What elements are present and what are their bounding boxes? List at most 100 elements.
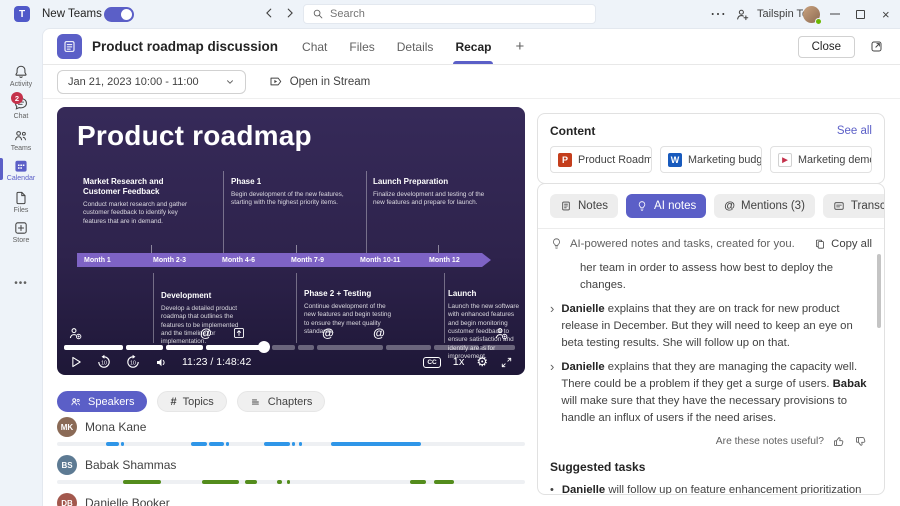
chevron-right-icon[interactable]: ›: [550, 300, 555, 316]
popout-icon[interactable]: [869, 39, 884, 54]
suggested-task-item[interactable]: • Danielle will follow up on feature enha…: [550, 476, 868, 494]
sidebar: Activity 2 Chat Teams Calendar Files Sto…: [0, 28, 42, 506]
speaker-change-marker-icon[interactable]: [68, 325, 84, 341]
tab-notes[interactable]: Notes: [550, 194, 619, 218]
store-plus-icon: [13, 220, 29, 236]
sidebar-item-activity[interactable]: Activity: [0, 64, 42, 94]
filter-topics[interactable]: # Topics: [157, 391, 227, 412]
close-button[interactable]: Close: [797, 35, 855, 58]
search-icon: [312, 8, 324, 20]
settings-gear-icon[interactable]: ⚙: [476, 354, 488, 369]
see-all-link[interactable]: See all: [836, 125, 872, 137]
speaker-name[interactable]: Danielle Booker: [85, 496, 170, 506]
slide-phase-development: Development Develop a detailed product r…: [161, 291, 239, 346]
copy-all-button[interactable]: Copy all: [814, 238, 872, 250]
slide-phase-launch-prep: Launch Preparation Finalize development …: [373, 177, 485, 207]
sidebar-item-store[interactable]: Store: [0, 220, 42, 250]
filter-speakers[interactable]: Speakers: [57, 391, 148, 412]
video-player[interactable]: Product roadmap Market Research and Cust…: [57, 107, 525, 375]
chat-icon: 2: [11, 92, 29, 112]
ai-note-item[interactable]: › Danielle explains that they are managin…: [550, 359, 868, 427]
thumbs-down-icon[interactable]: [855, 435, 868, 448]
content-card: Content See all P Product Roadmap... W M…: [537, 113, 885, 184]
close-window-button[interactable]: ×: [882, 6, 890, 22]
speaker-name[interactable]: Mona Kane: [85, 420, 147, 434]
chevron-right-icon[interactable]: ›: [550, 358, 555, 374]
svg-text:10: 10: [101, 360, 107, 366]
file-chip-word[interactable]: W Marketing budget...: [660, 146, 762, 173]
search-box[interactable]: [303, 4, 596, 24]
forward-10-icon[interactable]: 10: [125, 354, 141, 370]
share-marker-icon[interactable]: [231, 325, 247, 341]
back-button[interactable]: [262, 6, 276, 20]
avatar: MK: [57, 417, 77, 437]
recap-toolbar: Jan 21, 2023 10:00 - 11:00 Open in Strea…: [43, 65, 900, 99]
new-teams-toggle[interactable]: [104, 7, 134, 22]
rewind-10-icon[interactable]: 10: [96, 354, 112, 370]
ai-note-item[interactable]: her team in order to assess how best to …: [580, 262, 834, 291]
powerpoint-icon: P: [558, 152, 572, 167]
teams-logo-icon: T: [14, 6, 30, 22]
lightbulb-icon: [636, 200, 648, 212]
speaker-change-marker-icon[interactable]: [493, 325, 509, 341]
speaker-row: BS Babak Shammas: [57, 455, 525, 484]
scrollbar[interactable]: [877, 254, 881, 328]
tab-transcript[interactable]: Transcript: [822, 194, 884, 218]
meeting-header: Product roadmap discussion Chat Files De…: [43, 29, 900, 65]
sidebar-item-chat[interactable]: 2 Chat: [0, 92, 42, 126]
add-tab-button[interactable]: +: [515, 38, 525, 55]
tab-mentions[interactable]: @ Mentions (3): [714, 194, 815, 218]
playhead[interactable]: [257, 341, 270, 353]
suggested-tasks-list: • Danielle will follow up on feature enha…: [538, 476, 884, 494]
mention-marker-icon[interactable]: @: [322, 326, 334, 340]
tab-recap[interactable]: Recap: [453, 29, 494, 64]
volume-icon[interactable]: [154, 355, 169, 370]
lightbulb-outline-icon: [550, 237, 563, 250]
sidebar-item-files[interactable]: Files: [0, 190, 42, 220]
speaker-timeline[interactable]: [57, 480, 525, 484]
slide-phase-1: Phase 1 Begin development of the new fea…: [231, 177, 344, 207]
avatar[interactable]: [803, 0, 822, 28]
minimize-button[interactable]: [830, 0, 840, 28]
maximize-button[interactable]: [856, 0, 865, 28]
main-panel: Product roadmap discussion Chat Files De…: [42, 28, 900, 506]
notes-feedback: Are these notes useful?: [538, 433, 884, 452]
file-chip-stream-video[interactable]: ▶ Marketing demo...: [770, 146, 872, 173]
tab-details[interactable]: Details: [396, 39, 434, 54]
ai-note-item[interactable]: › Danielle explains that they are on trac…: [550, 301, 868, 352]
person-add-icon[interactable]: [735, 0, 750, 28]
fullscreen-icon[interactable]: [500, 356, 513, 369]
avatar: DB: [57, 493, 77, 506]
recap-filters: Speakers # Topics Chapters: [57, 391, 326, 412]
file-chip-powerpoint[interactable]: P Product Roadmap...: [550, 146, 652, 173]
date-range-dropdown[interactable]: Jan 21, 2023 10:00 - 11:00: [57, 69, 246, 94]
captions-button[interactable]: CC: [423, 356, 441, 368]
hash-icon: #: [170, 395, 177, 408]
forward-button[interactable]: [283, 6, 297, 20]
filter-chapters[interactable]: Chapters: [236, 391, 326, 412]
mention-marker-icon[interactable]: @: [373, 326, 385, 340]
stream-icon: [268, 74, 283, 89]
play-button[interactable]: [69, 355, 83, 369]
progress-bar[interactable]: [64, 345, 518, 350]
mention-marker-icon[interactable]: @: [199, 326, 212, 340]
open-in-stream-button[interactable]: Open in Stream: [268, 74, 370, 89]
slide-phase-market-research: Market Research and Customer Feedback Co…: [83, 177, 188, 225]
speaker-name[interactable]: Babak Shammas: [85, 458, 177, 472]
tab-chat[interactable]: Chat: [302, 39, 328, 54]
people-icon: [13, 128, 29, 144]
sidebar-item-calendar[interactable]: Calendar: [0, 158, 42, 188]
more-options-button[interactable]: ⋯: [710, 6, 726, 23]
speaker-row: MK Mona Kane: [57, 417, 525, 446]
sidebar-item-teams[interactable]: Teams: [0, 128, 42, 158]
sidebar-more-button[interactable]: •••: [14, 278, 28, 289]
playback-speed-button[interactable]: 1x: [452, 356, 465, 368]
speaker-timeline[interactable]: [57, 442, 525, 446]
search-input[interactable]: [330, 8, 587, 20]
tab-ai-notes[interactable]: AI notes: [626, 194, 707, 218]
thumbs-up-icon[interactable]: [833, 435, 846, 448]
tab-files[interactable]: Files: [349, 39, 375, 54]
notes-card: Notes AI notes @ Mentions (3) Transc: [537, 183, 885, 495]
chat-badge: 2: [11, 92, 23, 104]
